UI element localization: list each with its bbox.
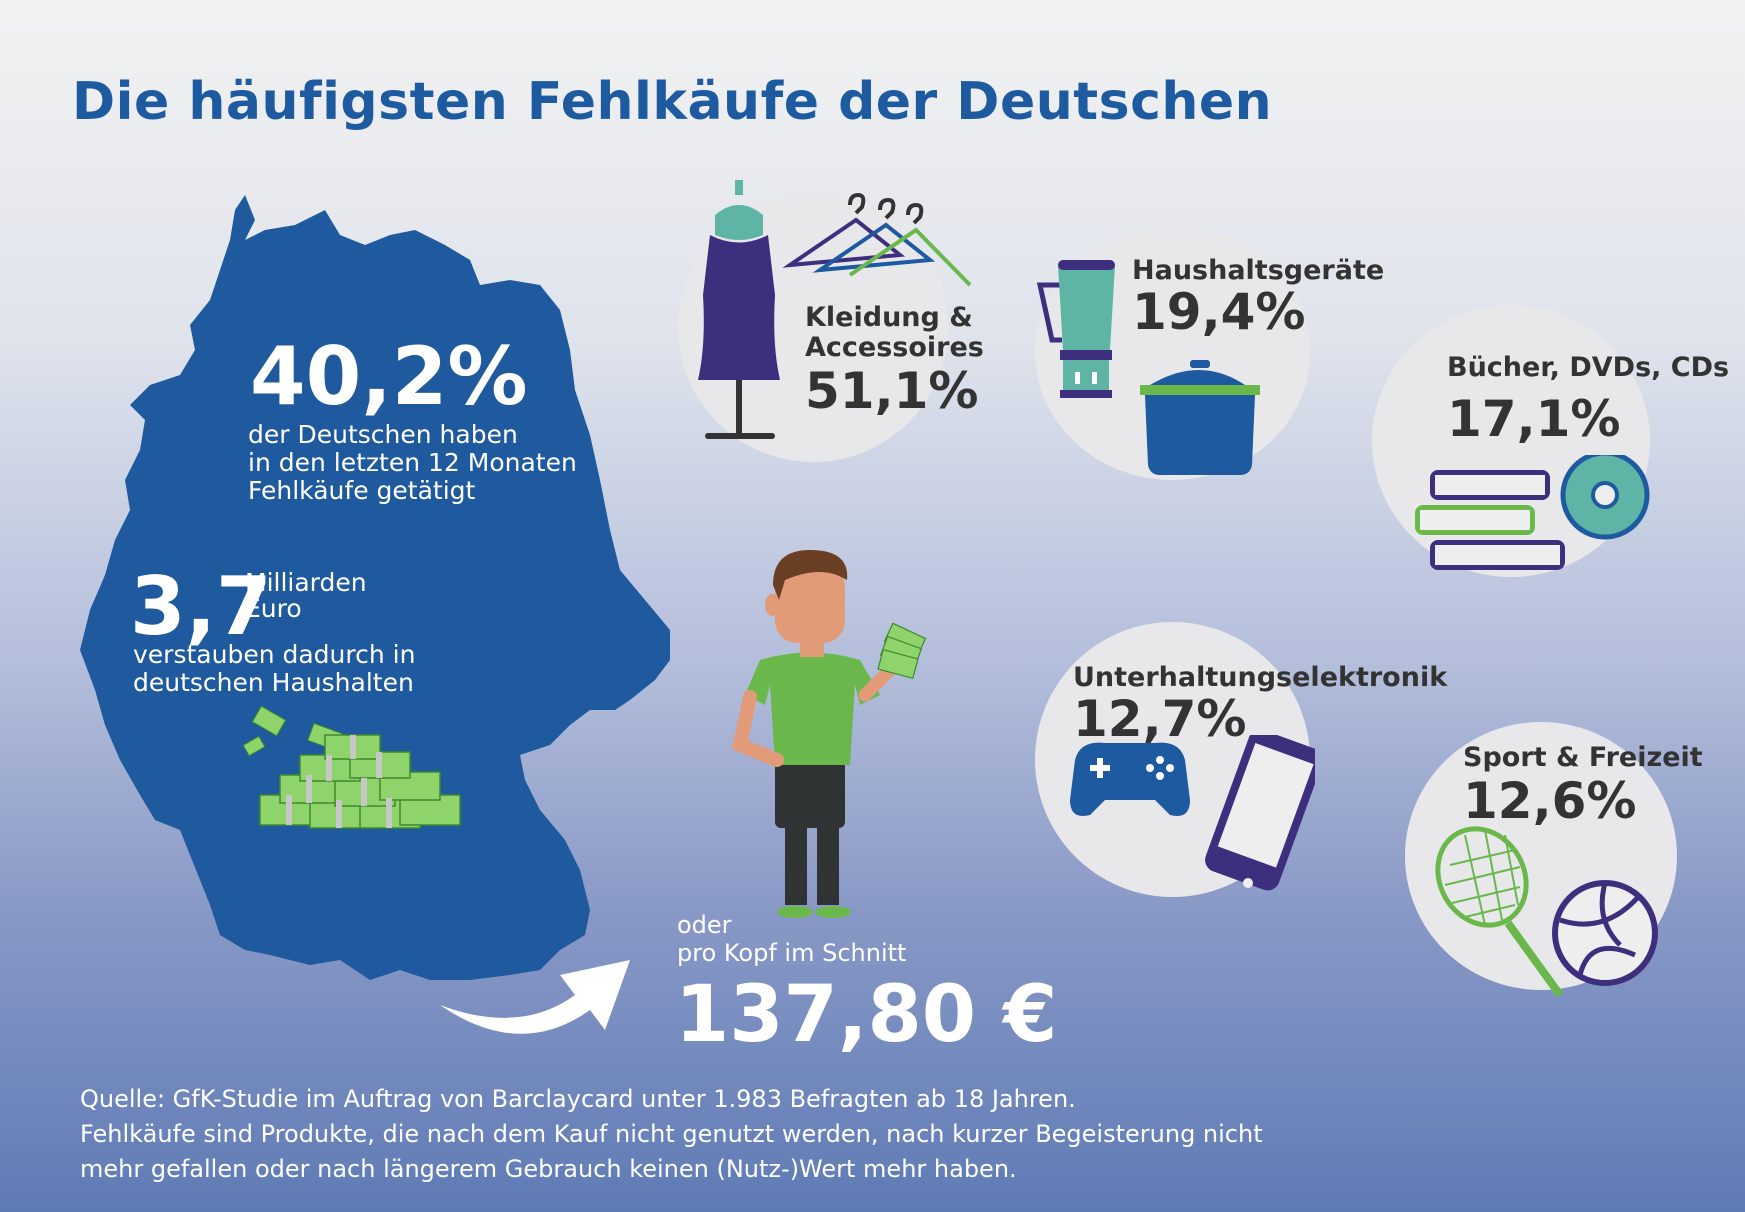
category-clothing-label-2: Accessoires	[805, 332, 984, 363]
category-books-value: 17,1%	[1447, 390, 1621, 448]
gamepad-icon	[1070, 735, 1315, 891]
category-household-label: Haushaltsgeräte	[1132, 255, 1385, 286]
money-pile-icon	[242, 705, 461, 829]
books-icon	[1415, 455, 1650, 570]
arrow-icon	[440, 960, 630, 1034]
category-household-value: 19,4%	[1132, 283, 1306, 341]
category-electronics-label: Unterhaltungselektronik	[1073, 662, 1448, 693]
source-note: Quelle: GfK-Studie im Auftrag von Barcla…	[80, 1082, 1380, 1187]
tennis-racket-icon	[1435, 826, 1658, 998]
category-clothing-label-1: Kleidung &	[805, 302, 973, 333]
share-text-3: Fehlkäufe getätigt	[248, 476, 476, 505]
source-line-2: Fehlkäufe sind Produkte, die nach dem Ka…	[80, 1120, 1263, 1148]
person-icon	[731, 550, 927, 918]
source-line-3: mehr gefallen oder nach längerem Gebrauc…	[80, 1155, 1017, 1183]
source-line-1: Quelle: GfK-Studie im Auftrag von Barcla…	[80, 1085, 1076, 1113]
share-text-2: in den letzten 12 Monaten	[248, 448, 577, 477]
category-clothing-value: 51,1%	[805, 362, 979, 420]
germany-map	[80, 195, 670, 980]
per-capita-value: 137,80 €	[675, 970, 1058, 1060]
page-title: Die häufigsten Fehlkäufe der Deutschen	[72, 72, 1273, 132]
blender-icon	[1036, 260, 1260, 475]
amount-unit-2: Euro	[245, 594, 302, 623]
category-sport-label: Sport & Freizeit	[1463, 742, 1703, 773]
share-value: 40,2%	[250, 330, 528, 423]
amount-value: 3,7	[130, 560, 272, 653]
amount-unit-1: Milliarden	[245, 568, 367, 597]
amount-text-2: deutschen Haushalten	[133, 668, 414, 697]
amount-text-1: verstauben dadurch in	[133, 640, 416, 669]
share-text-1: der Deutschen haben	[248, 420, 518, 449]
category-books-label: Bücher, DVDs, CDs	[1447, 352, 1730, 383]
per-capita-line2: pro Kopf im Schnitt	[677, 939, 907, 967]
per-capita-line1: oder	[677, 911, 732, 939]
category-sport-value: 12,6%	[1463, 772, 1637, 830]
dress-icon	[698, 180, 972, 439]
category-electronics-value: 12,7%	[1073, 690, 1247, 748]
